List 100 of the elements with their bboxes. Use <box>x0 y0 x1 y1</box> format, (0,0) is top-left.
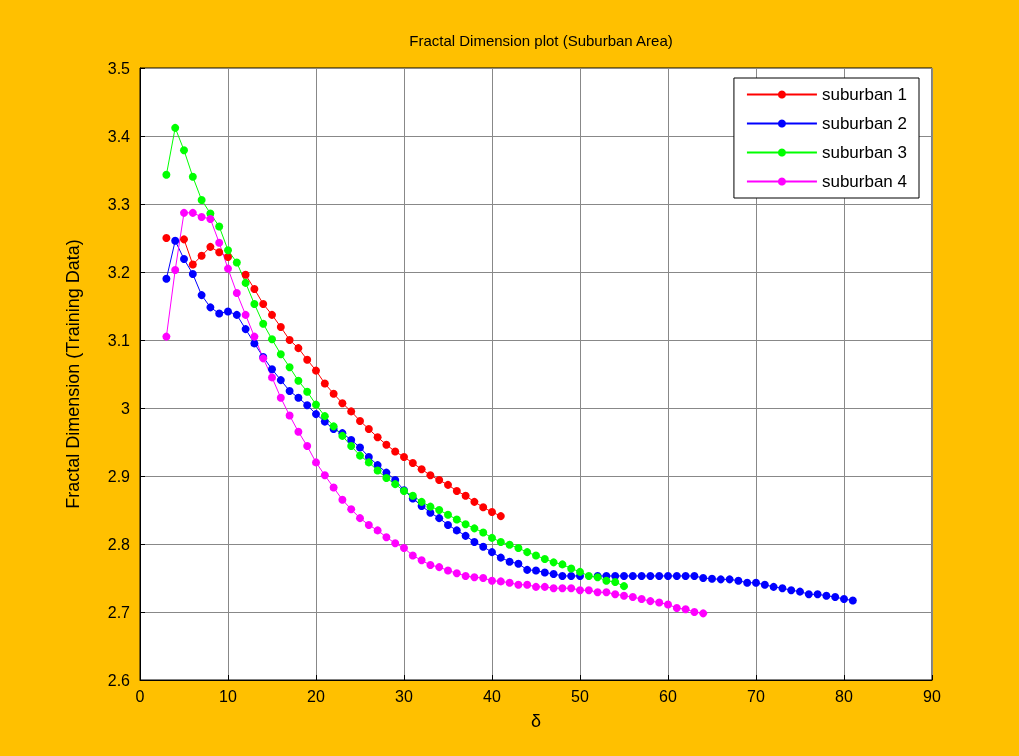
point <box>602 576 611 585</box>
point <box>444 510 452 519</box>
point <box>347 407 356 416</box>
point <box>162 170 171 179</box>
point <box>180 235 188 244</box>
point <box>215 222 224 231</box>
point <box>400 452 408 461</box>
point <box>285 336 294 344</box>
point <box>259 319 268 328</box>
point <box>303 355 312 364</box>
point <box>320 412 329 421</box>
point <box>241 278 250 287</box>
x-tick-label: 60 <box>659 687 677 705</box>
point <box>584 571 593 580</box>
point <box>382 474 391 483</box>
point <box>426 471 435 480</box>
point <box>479 503 488 512</box>
chart-title: Fractal Dimension plot (Suburban Area) <box>409 32 673 49</box>
point <box>417 465 426 474</box>
y-tick-label: 2.7 <box>107 603 131 621</box>
point <box>496 512 505 521</box>
x-tick-label: 10 <box>219 687 237 705</box>
point <box>461 491 470 500</box>
point <box>523 548 532 557</box>
point <box>259 299 268 308</box>
point <box>620 582 628 591</box>
y-tick-label: 3.3 <box>107 195 131 213</box>
x-tick-label: 70 <box>747 687 765 705</box>
y-tick-label: 3.1 <box>107 331 131 349</box>
x-axis-title: δ <box>530 711 542 731</box>
point <box>426 502 435 511</box>
point <box>567 564 576 573</box>
legend-label: suburban 4 <box>821 172 908 191</box>
point <box>435 476 444 485</box>
point <box>250 299 259 308</box>
point <box>488 508 496 517</box>
point <box>320 379 329 388</box>
y-axis-title: Fractal Dimension (Training Data) <box>63 239 83 509</box>
point <box>294 376 303 385</box>
y-tick-label: 3.4 <box>107 127 131 145</box>
point <box>356 451 364 460</box>
legend-label: suburban 1 <box>821 85 908 104</box>
point <box>364 425 373 434</box>
point <box>470 524 479 533</box>
point <box>338 399 347 408</box>
point <box>250 285 259 293</box>
y-tick-label: 3 <box>121 399 131 417</box>
x-tick-label: 0 <box>135 687 145 705</box>
point <box>224 246 232 255</box>
point <box>452 486 461 495</box>
point <box>188 172 197 181</box>
point <box>329 389 338 398</box>
point <box>505 540 514 549</box>
point <box>303 387 312 396</box>
y-tick-label: 2.9 <box>107 467 131 485</box>
point <box>576 567 584 576</box>
point <box>611 578 620 587</box>
point <box>444 480 452 489</box>
point <box>391 480 400 489</box>
x-tick-label: 20 <box>307 687 325 705</box>
point <box>197 195 206 204</box>
point <box>532 551 540 560</box>
point <box>224 253 232 262</box>
point <box>373 466 382 475</box>
point <box>417 497 426 506</box>
point <box>540 554 549 563</box>
point <box>452 515 461 524</box>
point <box>162 234 171 242</box>
x-tick-label: 30 <box>395 687 413 705</box>
point <box>241 270 250 279</box>
point <box>496 537 505 546</box>
point <box>479 528 488 537</box>
point <box>382 440 391 449</box>
x-tick-label: 40 <box>483 687 501 705</box>
y-tick-label: 3.5 <box>107 59 131 77</box>
point <box>180 146 188 155</box>
x-tick-label: 90 <box>923 687 941 705</box>
point <box>347 442 356 451</box>
point <box>312 366 320 375</box>
point <box>268 310 276 319</box>
legend-label: suburban 2 <box>821 114 908 133</box>
point <box>206 242 215 251</box>
y-tick-label: 3.2 <box>107 263 131 281</box>
point <box>408 459 417 468</box>
point <box>461 520 470 529</box>
point <box>171 123 180 132</box>
y-tick-label: 2.6 <box>107 671 131 689</box>
legend-label: suburban 3 <box>821 143 908 162</box>
point <box>188 260 197 269</box>
point <box>215 248 224 257</box>
point <box>514 544 523 553</box>
point <box>373 433 382 442</box>
point <box>558 560 567 569</box>
point <box>435 506 444 514</box>
point <box>276 323 285 332</box>
x-tick-label: 80 <box>835 687 853 705</box>
x-tick-label: 50 <box>571 687 589 705</box>
point <box>276 350 285 359</box>
point <box>197 251 206 260</box>
point <box>268 335 276 344</box>
